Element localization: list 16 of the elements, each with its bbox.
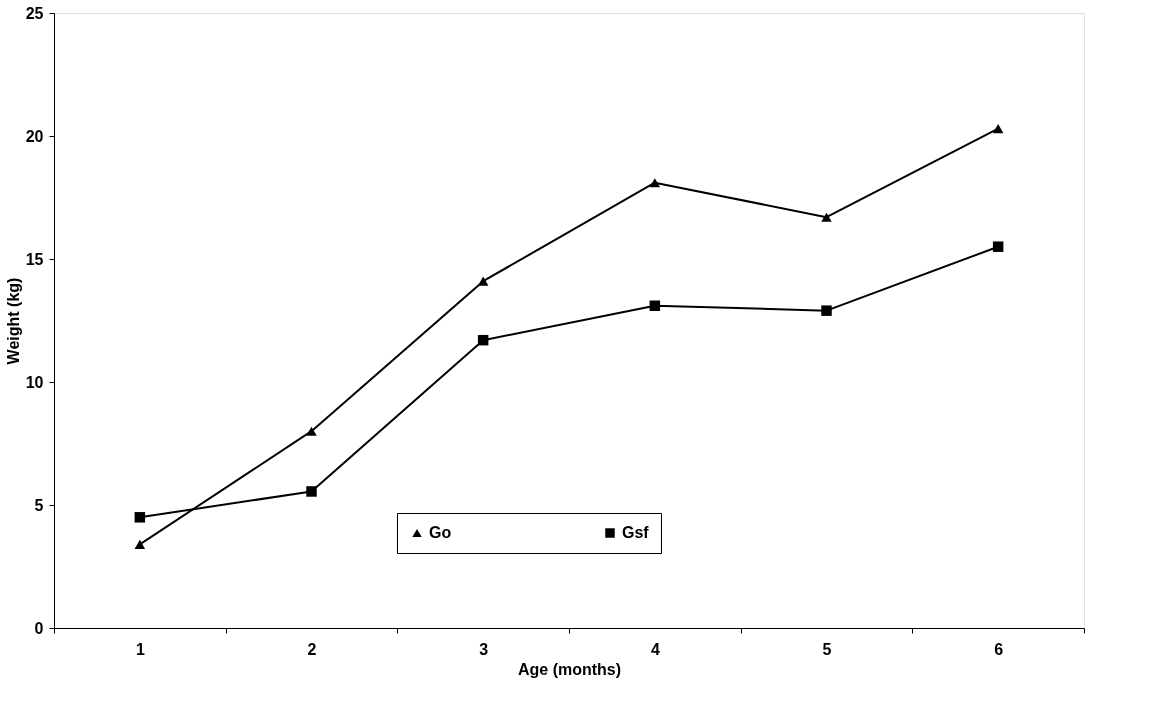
y-tick-label: 20 [25,127,44,145]
x-tick-label: 2 [307,640,317,658]
y-tick-label: 10 [25,373,44,391]
x-tick-label: 5 [822,640,832,658]
legend-label: Gsf [622,524,650,541]
x-tick-label: 3 [479,640,489,658]
x-tick-label: 1 [135,640,145,658]
y-tick-label: 0 [34,619,44,637]
y-axis-title: Weight (kg) [4,277,22,365]
y-tick-label: 5 [34,496,44,514]
y-tick-label: 15 [25,250,44,268]
x-tick-label: 4 [650,640,660,658]
legend-label: Go [429,524,452,541]
x-tick-label: 6 [994,640,1004,658]
x-axis-title: Age (months) [517,660,622,678]
y-tick-label: 25 [25,4,44,22]
